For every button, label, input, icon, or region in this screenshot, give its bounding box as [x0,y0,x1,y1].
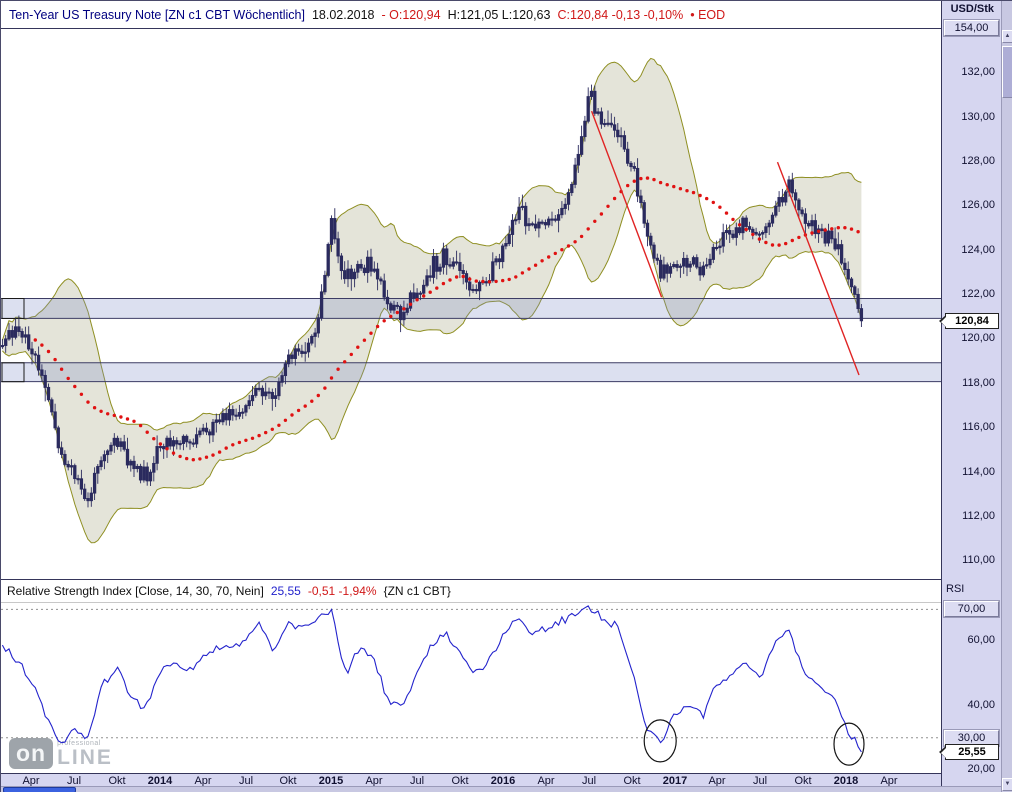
rsi-indicator-header: Relative Strength Index [Close, 14, 30, … [1,579,941,603]
rsi-symbol: {ZN c1 CBT} [383,584,451,598]
instrument-title: Ten-Year US Treasury Note [ZN c1 CBT Wöc… [9,7,305,22]
horizontal-scrollbar-thumb[interactable] [3,787,76,792]
month-label: Apr [22,775,40,787]
month-label: Apr [537,775,555,787]
month-label: Okt [451,775,469,787]
quote-close-change: C:120,84 -0,13 -0,10% [557,7,684,22]
month-label: Jul [238,775,254,787]
month-label: Apr [880,775,898,787]
price-tick-label: 124,00 [961,244,995,256]
rsi-chart-canvas [1,605,941,766]
price-tick-label: 112,00 [962,510,995,522]
rsi-chart-panel[interactable]: on professional LINE [1,603,941,773]
price-tick-label: 126,00 [961,199,995,211]
rsi-tick-label: 20,00 [967,763,995,775]
month-label: Apr [194,775,212,787]
price-tick-label: 122,00 [961,288,995,300]
year-label: 2014 [147,775,173,787]
rsi-line [1,605,862,753]
year-label: 2018 [833,775,859,787]
month-label: Jul [409,775,425,787]
month-label: Jul [581,775,597,787]
price-tick-label: 120,00 [961,332,995,344]
price-tick-label: 128,00 [961,155,995,167]
quote-high-low: H:121,05 L:120,63 [447,7,551,22]
rsi-title: Relative Strength Index [Close, 14, 30, … [7,584,264,598]
price-tick-label: 118,00 [962,377,995,389]
price-tick-label: 114,00 [962,466,995,478]
eod-flag: • EOD [690,7,726,22]
vertical-scrollbar[interactable]: ▲ ▼ [1001,1,1012,792]
watermark-brand-block: professional LINE [57,740,113,768]
watermark-subtitle: professional [57,739,101,747]
month-label: Okt [279,775,297,787]
month-label: Okt [108,775,126,787]
rsi-axis-label: RSI [946,583,965,595]
quote-date: 18.02.2018 [311,7,375,22]
downtrend-lines [590,110,860,376]
price-unit-label: USD/Stk [950,3,994,15]
rsi-upper-band-label: 70,00 [944,601,999,617]
price-tick-label: 132,00 [961,66,995,78]
month-label: Jul [66,775,82,787]
price-axis: USD/Stk 154,00 120,84 RSI 70,00 30,00 25… [939,1,1001,792]
month-label: Okt [794,775,812,787]
bollinger-upper-edge [1,57,862,431]
horizontal-scrollbar[interactable] [1,786,1001,792]
month-label: Okt [623,775,641,787]
up-arrow-icon: ▲ [1004,33,1011,39]
watermark-brand: LINE [57,745,113,769]
price-tick-label: 110,00 [962,554,995,566]
down-arrow-icon: ▼ [1004,781,1011,787]
rsi-current-label: 25,55 [939,744,999,760]
price-chart-panel[interactable] [1,29,941,579]
month-label: Apr [365,775,383,787]
software-watermark: on professional LINE [9,738,113,769]
month-label: Jul [752,775,768,787]
month-label: Apr [708,775,726,787]
support-zones [1,298,941,383]
ma-dotted-line [33,176,860,462]
year-label: 2015 [318,775,344,787]
vertical-scrollbar-thumb[interactable] [1002,46,1012,98]
scroll-up-button[interactable]: ▲ [1002,30,1012,43]
price-chart-canvas [1,57,941,544]
main-chart-header: Ten-Year US Treasury Note [ZN c1 CBT Wöc… [1,1,941,29]
rsi-guide-lines [1,608,941,739]
year-label: 2017 [662,775,688,787]
rsi-value: 25,55 [270,584,301,598]
axis-max-label: 154,00 [944,20,999,36]
time-axis: Apr Jul Okt 2014 Apr Jul Okt 2015 Apr Jul Okt 2016 A… [1,773,941,787]
rsi-oversold-ellipses [643,719,865,766]
rsi-change: -0,51 -1,94% [307,584,377,598]
watermark-logo-box: on [9,738,54,769]
rsi-tick-label: 40,00 [967,699,995,711]
bollinger-lower-edge [2,189,862,544]
last-price-label: 120,84 [939,313,999,329]
year-label: 2016 [490,775,516,787]
scroll-down-button[interactable]: ▼ [1002,778,1012,791]
quote-open: - O:120,94 [381,7,441,22]
price-tick-label: 130,00 [961,111,995,123]
price-tick-label: 116,00 [962,421,995,433]
rsi-lower-band-label: 30,00 [944,730,999,746]
rsi-tick-label: 60,00 [967,634,995,646]
